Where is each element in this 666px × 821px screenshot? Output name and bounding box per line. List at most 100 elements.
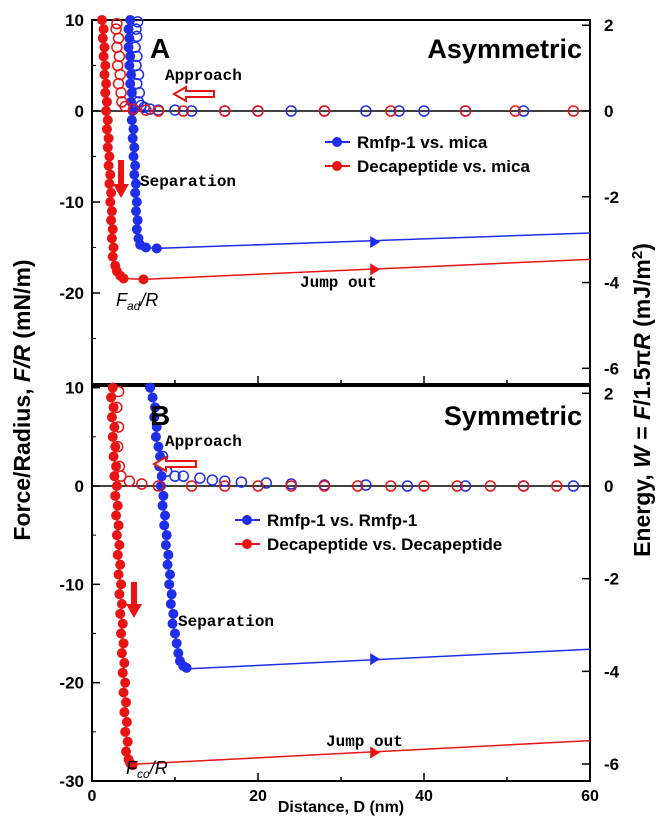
approach-point [517,105,530,117]
approach-point [123,475,136,487]
separation-point [167,618,178,629]
separation-point [101,96,112,107]
separation-point [119,707,130,718]
separation-point [131,224,142,235]
y-tick-label: -20 [59,674,84,693]
separation-point [124,60,135,71]
separation-point [126,69,137,80]
approach-point [252,480,264,492]
separation-point [173,648,184,659]
approach-point [219,475,231,487]
separation-point [121,697,132,708]
x-tick-label: 40 [415,788,433,805]
separation-point [111,461,122,472]
approach-point [285,480,297,492]
y-axis-label-left: Force/Radius, F/R (mN/m) [9,259,35,540]
separation-point [125,51,136,62]
separation-point [121,746,132,757]
approach-point [112,32,125,44]
y2-tick-label: -2 [604,188,619,207]
separation-point [105,197,116,207]
separation-point [120,726,131,737]
separation-point [164,579,175,590]
separation-point [150,431,161,442]
approach-point [144,103,156,115]
separation-point [126,115,137,126]
approach-point [318,105,331,117]
separation-point [159,520,170,531]
y-tick-label: -30 [59,772,84,791]
y2-tick-label: 0 [604,477,613,496]
separation-point [98,24,109,35]
panel-a-separation-label: Separation [140,173,236,191]
approach-point [113,50,126,63]
separation-point [107,224,118,235]
approach-point [140,104,152,116]
approach-point [219,480,231,492]
y-tick-label: 0 [75,102,84,121]
y-tick-label: 10 [65,379,84,398]
separation-point [166,589,177,600]
separation-point [162,559,173,570]
separation-point [161,530,172,541]
separation-point [110,490,121,501]
panel-a-jump-out-label: Jump out [300,274,377,292]
separation-point [123,42,134,53]
separation-point [99,69,110,80]
jump-out-arrowhead [370,746,381,759]
y2-tick-label: -4 [604,274,620,293]
approach-point [252,105,264,117]
separation-point [123,24,134,35]
separation-point [128,124,139,135]
separation-point [158,490,169,501]
separation-point [130,206,141,217]
panel-a-fad-label: Fad/R [116,290,158,313]
separation-point [168,608,179,619]
approach-point [451,480,463,492]
separation-point [109,422,120,432]
separation-point [145,382,156,393]
x-tick-label: 20 [249,788,267,805]
separation-point [132,215,143,226]
approach-point [152,105,165,117]
separation-point [125,15,136,25]
y-axis-label-right: Energy, W = F/1.5πR (mJ/m2) [629,243,655,557]
separation-point [118,273,129,284]
legend-label-rmfp-rmfp: Rmfp-1 vs. Rmfp-1 [267,511,417,530]
separation-point [126,87,137,98]
jump-out-arrowhead [370,236,381,249]
jump-out-arrowhead [370,653,381,666]
separation-point [98,51,109,62]
approach-point [351,480,364,492]
approach-point [285,105,297,117]
separation-point [147,392,158,403]
panel-a-legend: Rmfp-1 vs. mica Decapeptide vs. mica [325,133,530,176]
separation-point [99,42,110,53]
approach-point [177,470,190,482]
separation-point [130,178,141,189]
separation-point [157,500,168,511]
separation-point [122,736,133,747]
separation-point [101,124,112,135]
separation-point [106,392,117,403]
jump-out-line [143,258,591,281]
approach-point [385,105,397,117]
separation-point [171,638,182,649]
separation-point [116,648,127,659]
separation-point [129,142,140,153]
separation-point [102,115,113,126]
separation-point [160,540,171,550]
panel-b-approach-arrow [152,455,197,473]
panel-a-ticks: 10 0 -10 -20 2 0 -2 -4 -6 [59,11,620,385]
separation-point [114,589,125,600]
legend-label-rmfp-mica: Rmfp-1 vs. mica [357,133,488,152]
x-tick-label: 0 [88,788,97,805]
separation-point [121,717,132,727]
separation-point [156,471,167,482]
approach-point [567,480,580,492]
separation-point [102,142,113,153]
approach-point [401,480,414,492]
separation-point [106,233,117,244]
separation-point [130,187,141,198]
